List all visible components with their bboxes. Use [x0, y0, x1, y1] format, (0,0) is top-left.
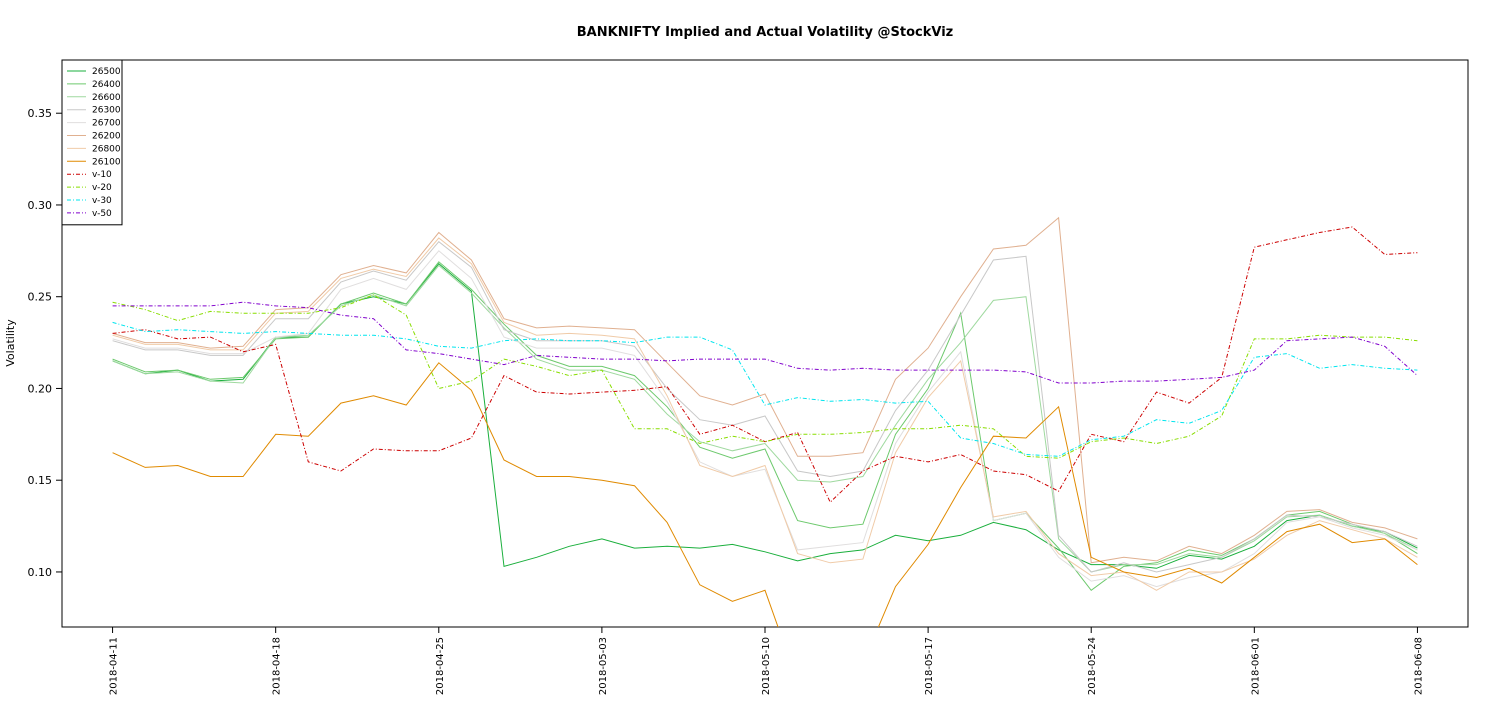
legend-label: 26400 [92, 80, 121, 90]
x-tick-label: 2018-04-25 [435, 637, 446, 695]
y-tick-label: 0.15 [28, 474, 53, 487]
plot-lines [112, 216, 1418, 627]
series-line [112, 264, 1418, 573]
y-tick-label: 0.20 [28, 382, 53, 395]
series-line [112, 241, 1418, 573]
series-line [112, 250, 1418, 588]
x-tick-label: 2018-05-03 [598, 637, 609, 695]
legend-label: v-50 [92, 209, 112, 219]
series-line [112, 226, 1418, 504]
legend-label: v-20 [92, 183, 112, 193]
legend-label: 26700 [92, 119, 121, 129]
x-tick-label: 2018-04-18 [272, 637, 283, 695]
legend-label: 26600 [92, 93, 121, 103]
x-tick-label: 2018-06-01 [1250, 637, 1261, 695]
y-tick-label: 0.25 [28, 291, 53, 304]
legend-label: 26100 [92, 157, 121, 167]
y-tick-label: 0.10 [28, 566, 53, 579]
series-line [112, 294, 1418, 459]
legend-box [61, 59, 123, 226]
legend-label: 26300 [92, 106, 121, 116]
series-line [112, 362, 1418, 627]
legend-label: v-30 [92, 196, 112, 206]
legend-label: v-10 [92, 170, 112, 180]
legend-label: 26500 [92, 67, 121, 77]
chart-title: BANKNIFTY Implied and Actual Volatility … [577, 25, 953, 40]
series-line [112, 321, 1418, 457]
x-tick-label: 2018-05-17 [924, 637, 935, 695]
y-axis-label: Volatility [4, 319, 17, 367]
x-tick-label: 2018-06-08 [1413, 637, 1424, 695]
y-tick-label: 0.35 [28, 107, 53, 120]
legend-label: 26800 [92, 144, 121, 154]
series-line [112, 237, 1418, 591]
legend-label: 26200 [92, 132, 121, 142]
x-tick-label: 2018-05-10 [761, 637, 772, 695]
plot-frame [61, 59, 1469, 628]
series-line [112, 216, 1418, 564]
x-tick-label: 2018-05-24 [1087, 637, 1098, 695]
y-tick-label: 0.30 [28, 199, 53, 212]
series-line [112, 301, 1418, 384]
x-tick-label: 2018-04-11 [109, 637, 120, 695]
